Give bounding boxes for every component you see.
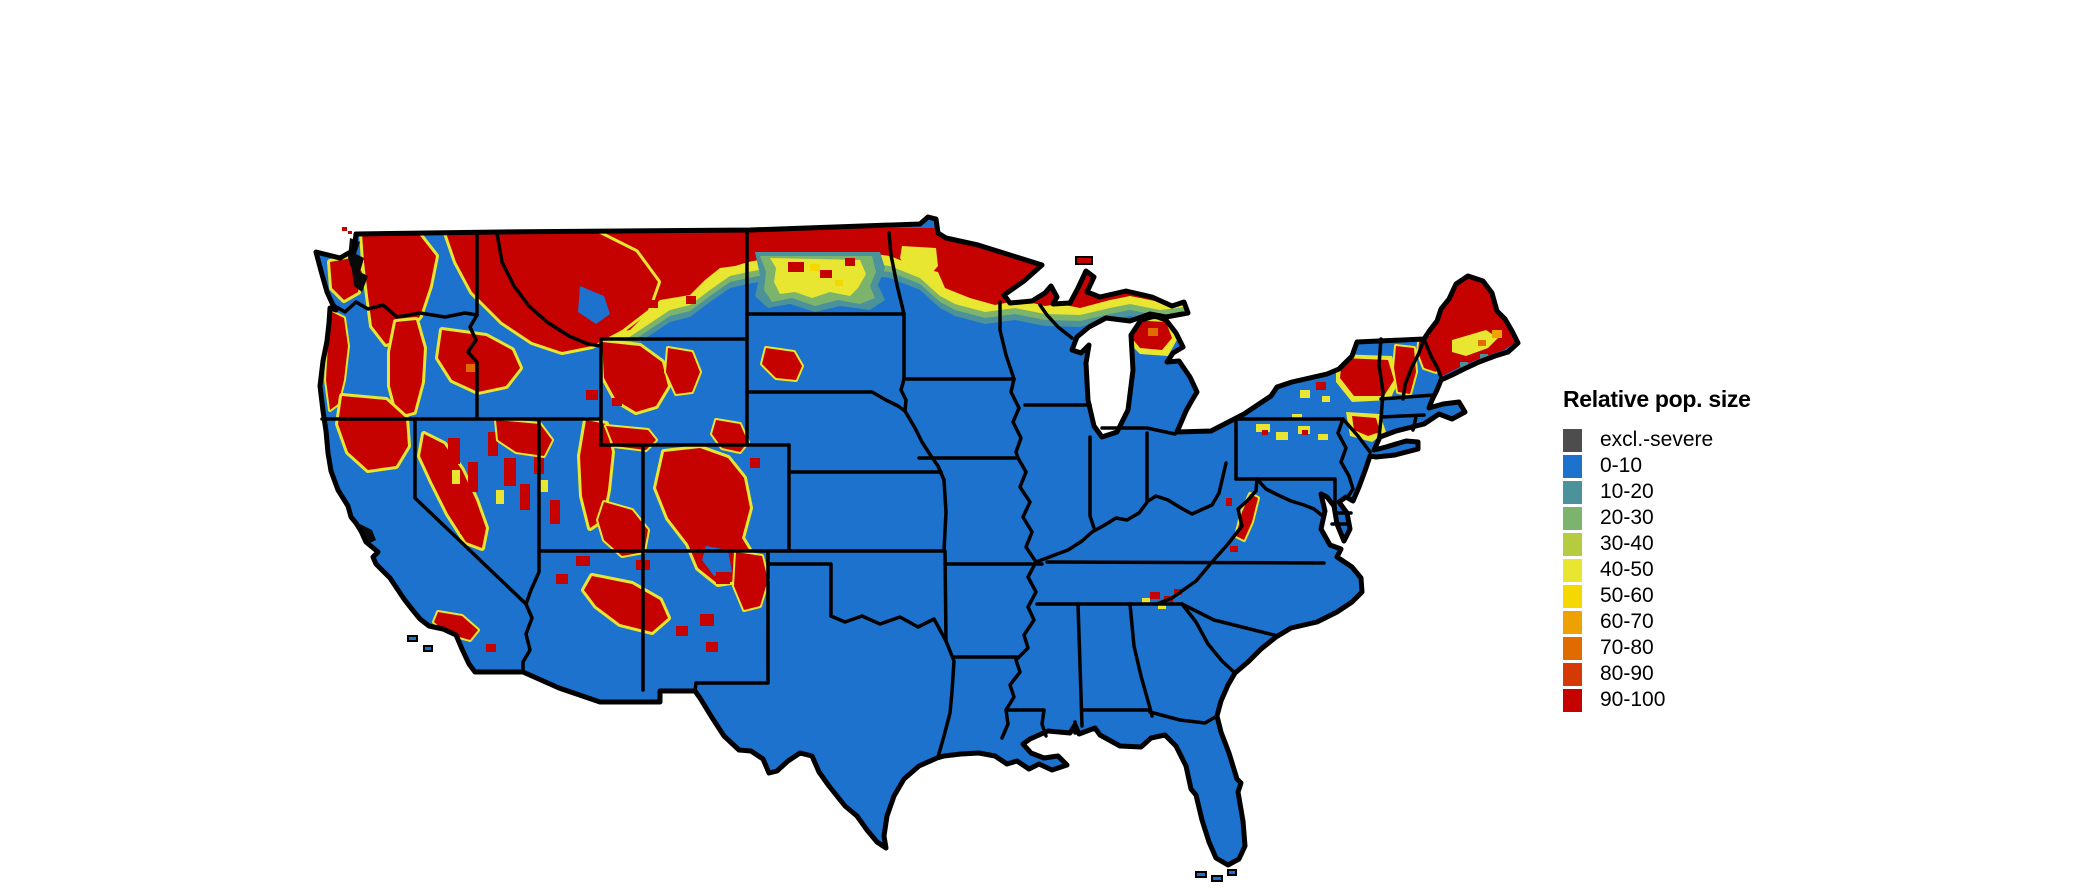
- legend-swatch: [1563, 506, 1582, 530]
- legend-label: excl.-severe: [1600, 428, 1714, 451]
- legend-swatch: [1563, 480, 1582, 504]
- legend-item: 80-90: [1563, 661, 1783, 687]
- legend-item: 10-20: [1563, 479, 1783, 505]
- legend-label: 90-100: [1600, 688, 1666, 711]
- legend-item: excl.-severe: [1563, 427, 1783, 453]
- legend-label: 80-90: [1600, 662, 1654, 685]
- florida-keys: [1195, 871, 1207, 878]
- legend-swatch: [1563, 532, 1582, 556]
- legend-swatch: [1563, 558, 1582, 582]
- san-francisco-bay: [360, 524, 376, 544]
- legend-swatch: [1563, 662, 1582, 686]
- legend-label: 60-70: [1600, 610, 1654, 633]
- san-juan-islands: [342, 227, 347, 231]
- legend-item: 40-50: [1563, 557, 1783, 583]
- legend-swatch: [1563, 428, 1582, 452]
- map-legend: Relative pop. size excl.-severe 0-10 10-…: [1563, 386, 1783, 713]
- legend-item: 20-30: [1563, 505, 1783, 531]
- legend-label: 0-10: [1600, 454, 1643, 477]
- legend-label: 50-60: [1600, 584, 1654, 607]
- legend-swatch: [1563, 454, 1582, 478]
- legend-label: 10-20: [1600, 480, 1654, 503]
- legend-item: 90-100: [1563, 687, 1783, 713]
- legend-swatch: [1563, 688, 1582, 712]
- legend-swatch: [1563, 610, 1582, 634]
- legend-item: 60-70: [1563, 609, 1783, 635]
- legend-item: 50-60: [1563, 583, 1783, 609]
- legend-label: 20-30: [1600, 506, 1654, 529]
- legend-item: 30-40: [1563, 531, 1783, 557]
- isle-royale: [1075, 256, 1093, 265]
- legend-label: 40-50: [1600, 558, 1654, 581]
- legend-item: 0-10: [1563, 453, 1783, 479]
- legend-label: 70-80: [1600, 636, 1654, 659]
- legend-item: 70-80: [1563, 635, 1783, 661]
- legend-label: 30-40: [1600, 532, 1654, 555]
- legend-title: Relative pop. size: [1563, 386, 1751, 412]
- channel-islands: [407, 635, 418, 642]
- legend-swatch: [1563, 636, 1582, 660]
- legend-swatch: [1563, 584, 1582, 608]
